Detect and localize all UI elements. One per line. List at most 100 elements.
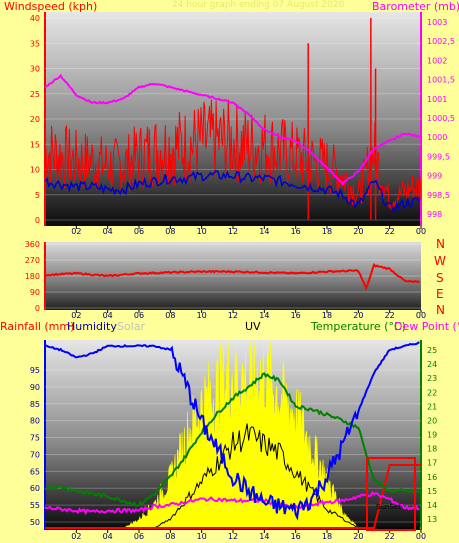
tick-label-temperature: 18 bbox=[427, 445, 437, 454]
temperature-axis-label: Temperature (°C) bbox=[311, 320, 406, 333]
tick-label-temperature: 13 bbox=[427, 515, 437, 524]
dewpoint-axis-label: Dew Point (°C bbox=[394, 320, 459, 333]
tick-label-windspeed: 40 bbox=[30, 14, 40, 23]
tick-label-humidity: 65 bbox=[30, 467, 40, 476]
compass-s: S bbox=[436, 271, 444, 285]
x-tick-label: 14 bbox=[259, 311, 269, 320]
chart-subtitle: 24 hour graph ending 07 August 2020 bbox=[172, 0, 345, 10]
x-tick-label: 22 bbox=[385, 311, 395, 320]
tick-label-temperature: 17 bbox=[427, 459, 437, 468]
series-barometer bbox=[44, 73, 421, 186]
tick-label-windspeed: 15 bbox=[30, 140, 40, 149]
x-tick-label: 06 bbox=[134, 227, 144, 236]
tick-label-direction: 270 bbox=[25, 256, 40, 265]
tick-label-temperature: 19 bbox=[427, 431, 437, 440]
barometer-axis-label: Barometer (mb) bbox=[372, 0, 459, 13]
tick-label-humidity: 85 bbox=[30, 400, 40, 409]
x-tick-label: 16 bbox=[291, 532, 301, 541]
x-tick-label: 14 bbox=[259, 227, 269, 236]
tick-label-humidity: 95 bbox=[30, 366, 40, 375]
x-tick-label: 06 bbox=[134, 311, 144, 320]
x-tick-label: 16 bbox=[291, 311, 301, 320]
tick-label-humidity: 50 bbox=[30, 518, 40, 527]
tick-label-windspeed: 10 bbox=[30, 166, 40, 175]
series-temperature bbox=[44, 372, 420, 507]
tick-label-barometer: 1002 bbox=[427, 56, 447, 65]
tick-label-humidity: 90 bbox=[30, 383, 40, 392]
series-wind-direction bbox=[45, 262, 421, 291]
x-tick-label: 12 bbox=[228, 227, 238, 236]
tick-label-temperature: 23 bbox=[427, 374, 437, 383]
x-tick-label: 18 bbox=[322, 532, 332, 541]
x-tick-label: 14 bbox=[259, 532, 269, 541]
x-tick-label: 04 bbox=[103, 532, 113, 541]
tick-label-humidity: 55 bbox=[30, 501, 40, 510]
x-tick-label: 22 bbox=[385, 532, 395, 541]
tick-label-windspeed: 5 bbox=[35, 191, 40, 200]
tick-label-temperature: 24 bbox=[427, 360, 437, 369]
series-humidity bbox=[44, 341, 420, 521]
tick-label-windspeed: 35 bbox=[30, 39, 40, 48]
x-tick-label: 08 bbox=[165, 311, 175, 320]
tick-label-direction: 180 bbox=[25, 272, 40, 281]
tick-label-humidity: 60 bbox=[30, 484, 40, 493]
tick-label-windspeed: 25 bbox=[30, 90, 40, 99]
x-tick-label: 04 bbox=[103, 311, 113, 320]
x-tick-label: 10 bbox=[197, 311, 207, 320]
x-tick-label: 20 bbox=[353, 532, 363, 541]
tick-label-temperature: 14 bbox=[427, 501, 437, 510]
compass-e: E bbox=[436, 287, 444, 301]
x-tick-label: 02 bbox=[71, 311, 81, 320]
tick-label-barometer: 1002,5 bbox=[427, 37, 455, 46]
tick-label-windspeed: 20 bbox=[30, 115, 40, 124]
tick-label-humidity: 70 bbox=[30, 450, 40, 459]
tick-label-temperature: 21 bbox=[427, 402, 437, 411]
tick-label-temperature: 16 bbox=[427, 473, 437, 482]
x-tick-label: 00 bbox=[416, 227, 426, 236]
tick-label-barometer: 1001 bbox=[427, 95, 447, 104]
tick-label-humidity: 80 bbox=[30, 417, 40, 426]
tick-label-temperature: 15 bbox=[427, 487, 437, 496]
tick-label-temperature: 22 bbox=[427, 388, 437, 397]
series-windspeed-average bbox=[44, 169, 420, 213]
x-tick-label: 02 bbox=[71, 227, 81, 236]
x-tick-label: 08 bbox=[165, 532, 175, 541]
tick-label-barometer: 999 bbox=[427, 172, 442, 181]
humidity-axis-label: Humidity bbox=[67, 320, 117, 333]
tick-label-barometer: 1000 bbox=[427, 133, 447, 142]
tick-label-direction: 360 bbox=[25, 240, 40, 249]
sunset-annotation: SunSet bbox=[376, 503, 401, 511]
tick-label-barometer: 1000,5 bbox=[427, 114, 455, 123]
solar-label: Solar bbox=[117, 320, 146, 333]
x-tick-label: 12 bbox=[228, 532, 238, 541]
tick-label-barometer: 998 bbox=[427, 210, 442, 219]
x-tick-label: 02 bbox=[71, 532, 81, 541]
tick-label-direction: 90 bbox=[30, 288, 40, 297]
tick-label-barometer: 1001,5 bbox=[427, 76, 455, 85]
tick-label-temperature: 25 bbox=[427, 346, 437, 355]
x-tick-label: 04 bbox=[103, 227, 113, 236]
x-tick-label: 10 bbox=[197, 227, 207, 236]
tick-label-windspeed: 0 bbox=[35, 216, 40, 225]
x-tick-label: 18 bbox=[322, 227, 332, 236]
compass-n-bottom: N bbox=[436, 303, 445, 317]
tick-label-windspeed: 30 bbox=[30, 65, 40, 74]
x-tick-label: 22 bbox=[385, 227, 395, 236]
tick-label-direction: 0 bbox=[35, 304, 40, 313]
x-tick-label: 12 bbox=[228, 311, 238, 320]
series-windspeed bbox=[44, 99, 422, 211]
tick-label-barometer: 1003 bbox=[427, 18, 447, 27]
compass-w: W bbox=[434, 254, 446, 268]
rainfall-box bbox=[366, 457, 416, 531]
x-tick-label: 18 bbox=[322, 311, 332, 320]
rainfall-axis-label: Rainfall (mm) bbox=[0, 320, 75, 333]
tick-label-barometer: 998,5 bbox=[427, 191, 450, 200]
compass-n-top: N bbox=[436, 237, 445, 251]
uv-label: UV bbox=[245, 320, 261, 333]
tick-label-temperature: 20 bbox=[427, 416, 437, 425]
x-tick-label: 20 bbox=[353, 311, 363, 320]
x-tick-label: 10 bbox=[197, 532, 207, 541]
x-tick-label: 06 bbox=[134, 532, 144, 541]
x-tick-label: 08 bbox=[165, 227, 175, 236]
